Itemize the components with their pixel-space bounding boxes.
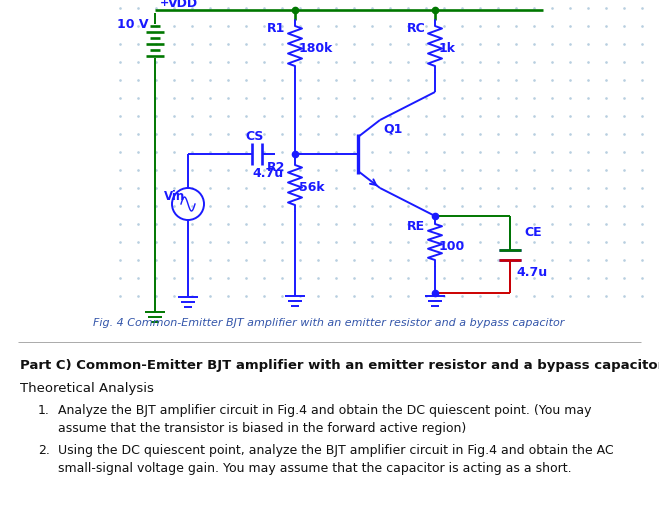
Text: 10 V: 10 V	[117, 18, 148, 31]
Text: R2: R2	[267, 161, 285, 174]
Text: CS: CS	[245, 130, 264, 143]
Text: RE: RE	[407, 220, 425, 233]
Text: assume that the transistor is biased in the forward active region): assume that the transistor is biased in …	[58, 422, 467, 435]
Text: 2.: 2.	[38, 444, 50, 457]
Text: 180k: 180k	[299, 42, 333, 55]
Text: 100: 100	[439, 240, 465, 253]
Text: 1k: 1k	[439, 42, 456, 55]
Text: CE: CE	[524, 227, 542, 240]
Text: Fig. 4 Common-Emitter BJT amplifier with an emitter resistor and a bypass capaci: Fig. 4 Common-Emitter BJT amplifier with…	[94, 318, 565, 328]
Text: Theoretical Analysis: Theoretical Analysis	[20, 382, 154, 395]
Text: RC: RC	[407, 22, 426, 35]
Text: 56k: 56k	[299, 181, 325, 194]
Text: VDD: VDD	[168, 0, 198, 10]
Text: 1.: 1.	[38, 404, 50, 417]
Text: Using the DC quiescent point, analyze the BJT amplifier circuit in Fig.4 and obt: Using the DC quiescent point, analyze th…	[58, 444, 614, 457]
Text: +: +	[160, 0, 169, 8]
Text: Vin: Vin	[164, 190, 185, 203]
Text: small-signal voltage gain. You may assume that the capacitor is acting as a shor: small-signal voltage gain. You may assum…	[58, 462, 571, 475]
Text: 4.7u: 4.7u	[252, 167, 283, 180]
Text: R1: R1	[267, 22, 285, 35]
Text: 4.7u: 4.7u	[516, 267, 547, 279]
Text: Q1: Q1	[383, 122, 403, 135]
Text: Part C) Common-Emitter BJT amplifier with an emitter resistor and a bypass capac: Part C) Common-Emitter BJT amplifier wit…	[20, 359, 659, 372]
Text: Analyze the BJT amplifier circuit in Fig.4 and obtain the DC quiescent point. (Y: Analyze the BJT amplifier circuit in Fig…	[58, 404, 592, 417]
